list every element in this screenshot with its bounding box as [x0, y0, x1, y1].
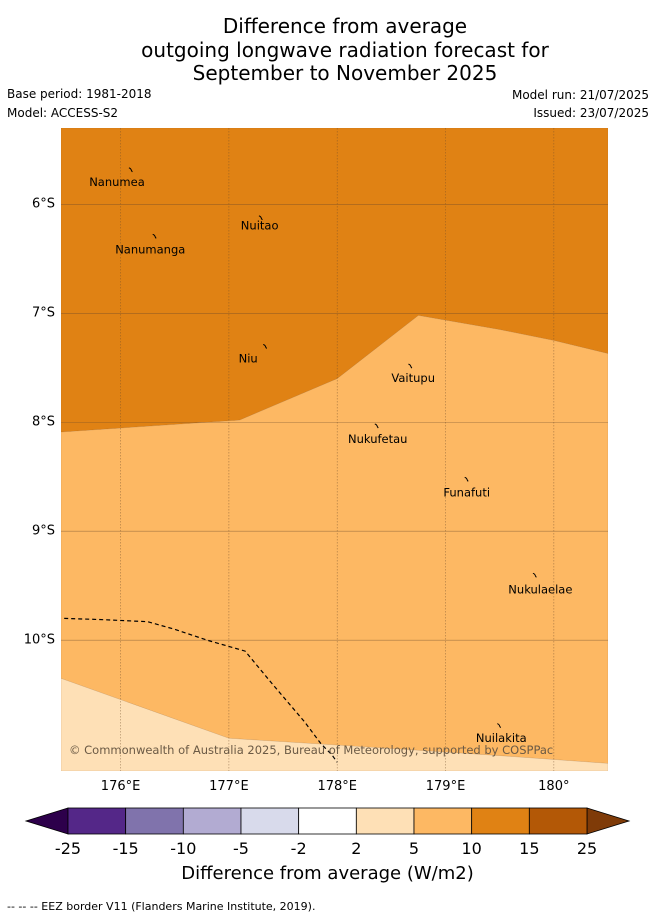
colorbar-under-arrow — [24, 807, 69, 835]
colorbar-tick-label: -25 — [54, 839, 82, 858]
island-outline — [464, 476, 469, 482]
islands: Nanumea Nuitao Nanumanga Niu Vaitupu Nukufeta… — [89, 167, 572, 745]
colorbar-tick-label: 5 — [408, 839, 420, 858]
colorbar-tick-label: -10 — [170, 839, 197, 858]
island-label: Nukufetau — [348, 432, 407, 446]
title-line: Difference from average — [222, 14, 468, 38]
island-label: Funafuti — [443, 486, 490, 500]
latitude-tick-label: 10°S — [23, 632, 55, 648]
colorbar-over-arrow — [586, 807, 631, 835]
island-label: Nuitao — [241, 219, 279, 233]
forecast-map: Nanumea Nuitao Nanumanga Niu Vaitupu Nukufeta… — [61, 128, 608, 771]
colorbar-swatch — [240, 807, 300, 835]
anomaly-zone — [61, 678, 608, 771]
copyright-notice: © Commonwealth of Australia 2025, Bureau… — [69, 743, 553, 757]
longitude-tick-label: 176°E — [100, 779, 141, 794]
colorbar-tick-label: -15 — [112, 839, 139, 858]
island-outline — [258, 215, 263, 221]
eez-border-line — [64, 617, 338, 763]
issued-date: Issued: 23/07/2025 — [533, 106, 649, 120]
longitude-tick-label: 179°E — [425, 779, 466, 794]
island-label: Vaitupu — [391, 371, 435, 385]
latitude-tick-label: 7°S — [31, 305, 55, 321]
colorbar-swatch — [182, 807, 242, 835]
anomaly-zones — [61, 128, 608, 771]
island-outline — [128, 167, 133, 173]
colorbar-swatch — [413, 807, 473, 835]
colorbar-swatch — [471, 807, 530, 835]
colorbar-tick-label: 10 — [461, 839, 482, 858]
colorbar-tick-label: 2 — [351, 839, 362, 858]
model-name: Model: ACCESS-S2 — [7, 106, 119, 120]
colorbar-swatch — [355, 807, 415, 835]
map-canvas: Nanumea Nuitao Nanumanga Niu Vaitupu Nukufeta… — [61, 128, 608, 771]
colorbar-label: Difference from average (W/m2) — [181, 863, 474, 884]
eez-footnote: -- -- -- EEZ border V11 (Flanders Marine… — [7, 900, 316, 913]
model-run-date: Model run: 21/07/2025 — [511, 88, 649, 102]
longitude-tick-label: 178°E — [317, 779, 357, 794]
latitude-tick-label: 6°S — [31, 196, 55, 212]
latitude-tick-label: 9°S — [31, 523, 55, 539]
colorbar-swatch — [298, 807, 357, 835]
colorbar-tick-label: 25 — [576, 839, 598, 858]
island-label: Nuilakita — [476, 731, 527, 745]
base-period: Base period: 1981-2018 — [7, 87, 152, 101]
latitude-tick-label: 8°S — [31, 414, 55, 430]
chart-title: Difference from average outgoing longwav… — [0, 14, 655, 86]
island-outline — [152, 233, 157, 239]
longitude-tick-label: 177°E — [209, 779, 249, 794]
island-outline — [408, 363, 413, 369]
longitude-tick-label: 180° — [538, 779, 570, 794]
colorbar-swatches — [24, 807, 631, 835]
island-label: Niu — [239, 352, 258, 366]
colorbar-swatch — [67, 807, 127, 835]
graticule — [61, 128, 608, 771]
island-label: Nanumea — [89, 175, 145, 189]
colorbar-swatch — [125, 807, 184, 835]
title-line: September to November 2025 — [192, 61, 498, 85]
island-label: Nukulaelae — [508, 583, 572, 597]
colorbar-tick-label: -2 — [290, 839, 307, 858]
eez-border — [64, 617, 338, 763]
title-line: outgoing longwave radiation forecast for — [141, 37, 549, 62]
colorbar-swatch — [528, 807, 588, 835]
island-outline — [532, 572, 537, 578]
colorbar-tick-label: 15 — [519, 839, 540, 858]
island-outline — [263, 344, 268, 349]
island-outline — [374, 423, 379, 429]
colorbar-tick-label: -5 — [233, 839, 249, 858]
island-label: Nanumanga — [115, 243, 185, 257]
island-outline — [497, 723, 502, 729]
